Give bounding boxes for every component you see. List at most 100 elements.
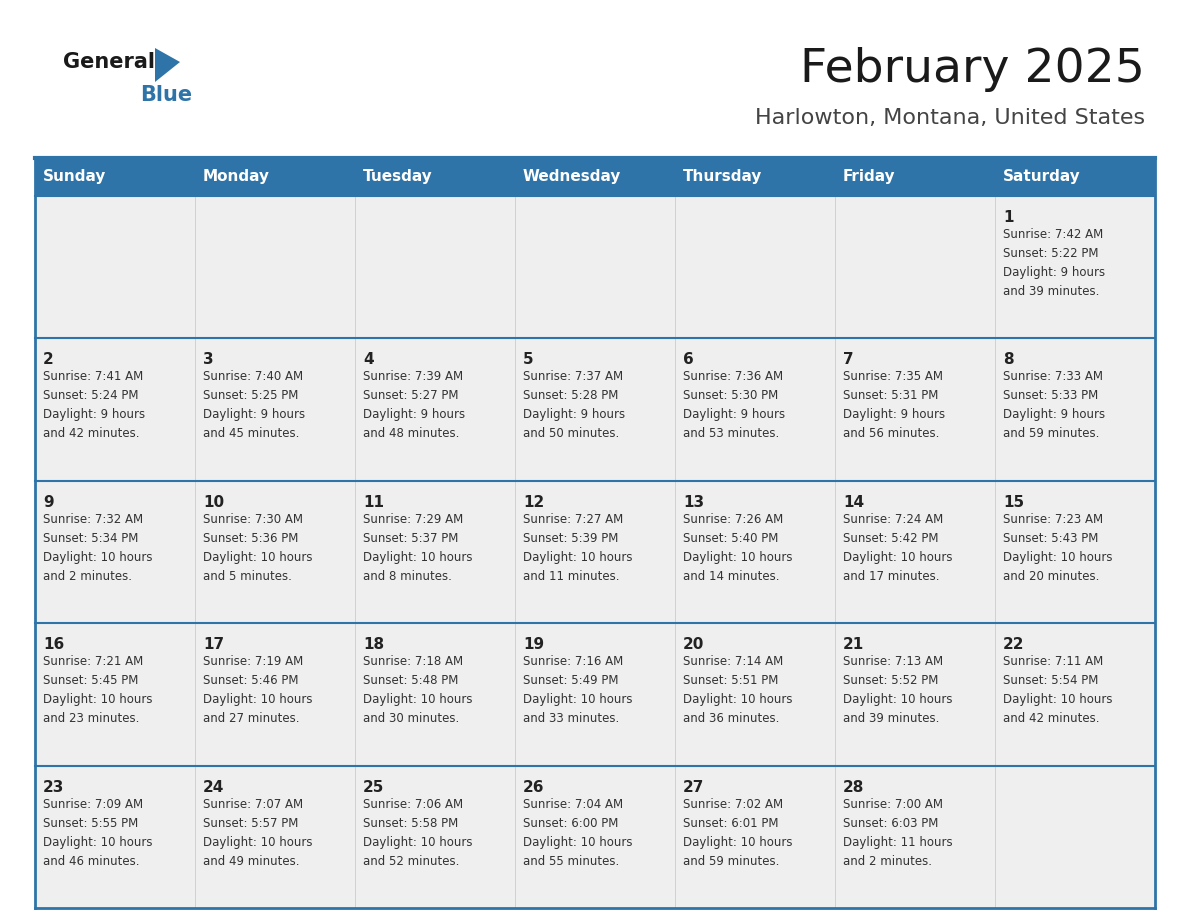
Bar xyxy=(835,158,996,196)
Text: 4: 4 xyxy=(364,353,373,367)
Text: 3: 3 xyxy=(203,353,214,367)
Bar xyxy=(675,339,835,481)
Text: February 2025: February 2025 xyxy=(801,48,1145,93)
Bar xyxy=(34,339,195,481)
Bar xyxy=(355,623,516,766)
Text: Sunrise: 7:04 AM
Sunset: 6:00 PM
Daylight: 10 hours
and 55 minutes.: Sunrise: 7:04 AM Sunset: 6:00 PM Dayligh… xyxy=(523,798,632,868)
Text: 11: 11 xyxy=(364,495,384,509)
Text: Monday: Monday xyxy=(203,170,270,185)
Bar xyxy=(675,158,835,196)
Bar xyxy=(996,481,1155,623)
Text: Harlowton, Montana, United States: Harlowton, Montana, United States xyxy=(754,108,1145,128)
Text: Sunrise: 7:23 AM
Sunset: 5:43 PM
Daylight: 10 hours
and 20 minutes.: Sunrise: 7:23 AM Sunset: 5:43 PM Dayligh… xyxy=(1003,513,1112,583)
Text: Sunrise: 7:21 AM
Sunset: 5:45 PM
Daylight: 10 hours
and 23 minutes.: Sunrise: 7:21 AM Sunset: 5:45 PM Dayligh… xyxy=(43,655,152,725)
Text: Sunrise: 7:09 AM
Sunset: 5:55 PM
Daylight: 10 hours
and 46 minutes.: Sunrise: 7:09 AM Sunset: 5:55 PM Dayligh… xyxy=(43,798,152,868)
Bar xyxy=(675,196,835,339)
Text: Sunrise: 7:13 AM
Sunset: 5:52 PM
Daylight: 10 hours
and 39 minutes.: Sunrise: 7:13 AM Sunset: 5:52 PM Dayligh… xyxy=(843,655,953,725)
Text: Sunrise: 7:37 AM
Sunset: 5:28 PM
Daylight: 9 hours
and 50 minutes.: Sunrise: 7:37 AM Sunset: 5:28 PM Dayligh… xyxy=(523,370,625,441)
Bar xyxy=(835,766,996,908)
Text: 8: 8 xyxy=(1003,353,1013,367)
Text: Sunrise: 7:32 AM
Sunset: 5:34 PM
Daylight: 10 hours
and 2 minutes.: Sunrise: 7:32 AM Sunset: 5:34 PM Dayligh… xyxy=(43,513,152,583)
Text: 20: 20 xyxy=(683,637,704,652)
Text: Sunrise: 7:33 AM
Sunset: 5:33 PM
Daylight: 9 hours
and 59 minutes.: Sunrise: 7:33 AM Sunset: 5:33 PM Dayligh… xyxy=(1003,370,1105,441)
Text: Blue: Blue xyxy=(140,85,192,105)
Text: Friday: Friday xyxy=(843,170,896,185)
Text: Sunrise: 7:24 AM
Sunset: 5:42 PM
Daylight: 10 hours
and 17 minutes.: Sunrise: 7:24 AM Sunset: 5:42 PM Dayligh… xyxy=(843,513,953,583)
Text: Wednesday: Wednesday xyxy=(523,170,621,185)
Bar xyxy=(835,339,996,481)
Bar xyxy=(996,339,1155,481)
Text: 12: 12 xyxy=(523,495,544,509)
Text: 15: 15 xyxy=(1003,495,1024,509)
Text: Sunrise: 7:40 AM
Sunset: 5:25 PM
Daylight: 9 hours
and 45 minutes.: Sunrise: 7:40 AM Sunset: 5:25 PM Dayligh… xyxy=(203,370,305,441)
Bar xyxy=(516,196,675,339)
Polygon shape xyxy=(154,48,181,82)
Text: Sunrise: 7:30 AM
Sunset: 5:36 PM
Daylight: 10 hours
and 5 minutes.: Sunrise: 7:30 AM Sunset: 5:36 PM Dayligh… xyxy=(203,513,312,583)
Text: 22: 22 xyxy=(1003,637,1024,652)
Bar xyxy=(195,158,355,196)
Bar xyxy=(675,481,835,623)
Bar xyxy=(355,339,516,481)
Text: 5: 5 xyxy=(523,353,533,367)
Text: Sunrise: 7:07 AM
Sunset: 5:57 PM
Daylight: 10 hours
and 49 minutes.: Sunrise: 7:07 AM Sunset: 5:57 PM Dayligh… xyxy=(203,798,312,868)
Bar xyxy=(34,766,195,908)
Bar xyxy=(835,623,996,766)
Text: 9: 9 xyxy=(43,495,53,509)
Bar xyxy=(516,766,675,908)
Bar xyxy=(195,623,355,766)
Bar xyxy=(355,481,516,623)
Bar xyxy=(835,196,996,339)
Text: 27: 27 xyxy=(683,779,704,795)
Text: 6: 6 xyxy=(683,353,694,367)
Text: Saturday: Saturday xyxy=(1003,170,1081,185)
Text: Sunrise: 7:18 AM
Sunset: 5:48 PM
Daylight: 10 hours
and 30 minutes.: Sunrise: 7:18 AM Sunset: 5:48 PM Dayligh… xyxy=(364,655,473,725)
Text: Thursday: Thursday xyxy=(683,170,763,185)
Bar xyxy=(195,481,355,623)
Text: 24: 24 xyxy=(203,779,225,795)
Bar xyxy=(195,196,355,339)
Text: 17: 17 xyxy=(203,637,225,652)
Text: Sunrise: 7:27 AM
Sunset: 5:39 PM
Daylight: 10 hours
and 11 minutes.: Sunrise: 7:27 AM Sunset: 5:39 PM Dayligh… xyxy=(523,513,632,583)
Text: 26: 26 xyxy=(523,779,544,795)
Bar xyxy=(996,158,1155,196)
Bar xyxy=(996,196,1155,339)
Bar xyxy=(34,481,195,623)
Text: 10: 10 xyxy=(203,495,225,509)
Text: 25: 25 xyxy=(364,779,385,795)
Text: Sunrise: 7:00 AM
Sunset: 6:03 PM
Daylight: 11 hours
and 2 minutes.: Sunrise: 7:00 AM Sunset: 6:03 PM Dayligh… xyxy=(843,798,953,868)
Text: 23: 23 xyxy=(43,779,64,795)
Text: General: General xyxy=(63,52,154,72)
Text: Sunrise: 7:29 AM
Sunset: 5:37 PM
Daylight: 10 hours
and 8 minutes.: Sunrise: 7:29 AM Sunset: 5:37 PM Dayligh… xyxy=(364,513,473,583)
Text: Sunrise: 7:02 AM
Sunset: 6:01 PM
Daylight: 10 hours
and 59 minutes.: Sunrise: 7:02 AM Sunset: 6:01 PM Dayligh… xyxy=(683,798,792,868)
Text: Sunrise: 7:42 AM
Sunset: 5:22 PM
Daylight: 9 hours
and 39 minutes.: Sunrise: 7:42 AM Sunset: 5:22 PM Dayligh… xyxy=(1003,228,1105,298)
Text: 2: 2 xyxy=(43,353,53,367)
Bar xyxy=(355,158,516,196)
Text: Sunrise: 7:16 AM
Sunset: 5:49 PM
Daylight: 10 hours
and 33 minutes.: Sunrise: 7:16 AM Sunset: 5:49 PM Dayligh… xyxy=(523,655,632,725)
Bar xyxy=(835,481,996,623)
Bar xyxy=(195,766,355,908)
Bar xyxy=(34,196,195,339)
Text: 28: 28 xyxy=(843,779,865,795)
Bar xyxy=(675,623,835,766)
Text: 18: 18 xyxy=(364,637,384,652)
Text: 16: 16 xyxy=(43,637,64,652)
Text: 13: 13 xyxy=(683,495,704,509)
Text: Sunrise: 7:41 AM
Sunset: 5:24 PM
Daylight: 9 hours
and 42 minutes.: Sunrise: 7:41 AM Sunset: 5:24 PM Dayligh… xyxy=(43,370,145,441)
Text: Sunrise: 7:35 AM
Sunset: 5:31 PM
Daylight: 9 hours
and 56 minutes.: Sunrise: 7:35 AM Sunset: 5:31 PM Dayligh… xyxy=(843,370,946,441)
Text: Sunrise: 7:26 AM
Sunset: 5:40 PM
Daylight: 10 hours
and 14 minutes.: Sunrise: 7:26 AM Sunset: 5:40 PM Dayligh… xyxy=(683,513,792,583)
Bar xyxy=(675,766,835,908)
Text: Sunrise: 7:39 AM
Sunset: 5:27 PM
Daylight: 9 hours
and 48 minutes.: Sunrise: 7:39 AM Sunset: 5:27 PM Dayligh… xyxy=(364,370,466,441)
Text: Sunrise: 7:36 AM
Sunset: 5:30 PM
Daylight: 9 hours
and 53 minutes.: Sunrise: 7:36 AM Sunset: 5:30 PM Dayligh… xyxy=(683,370,785,441)
Bar xyxy=(516,481,675,623)
Text: Sunrise: 7:14 AM
Sunset: 5:51 PM
Daylight: 10 hours
and 36 minutes.: Sunrise: 7:14 AM Sunset: 5:51 PM Dayligh… xyxy=(683,655,792,725)
Bar xyxy=(996,623,1155,766)
Bar xyxy=(34,158,195,196)
Text: Sunrise: 7:11 AM
Sunset: 5:54 PM
Daylight: 10 hours
and 42 minutes.: Sunrise: 7:11 AM Sunset: 5:54 PM Dayligh… xyxy=(1003,655,1112,725)
Bar xyxy=(516,158,675,196)
Bar xyxy=(516,339,675,481)
Bar xyxy=(516,623,675,766)
Text: 7: 7 xyxy=(843,353,854,367)
Text: Tuesday: Tuesday xyxy=(364,170,432,185)
Text: Sunrise: 7:06 AM
Sunset: 5:58 PM
Daylight: 10 hours
and 52 minutes.: Sunrise: 7:06 AM Sunset: 5:58 PM Dayligh… xyxy=(364,798,473,868)
Bar xyxy=(34,623,195,766)
